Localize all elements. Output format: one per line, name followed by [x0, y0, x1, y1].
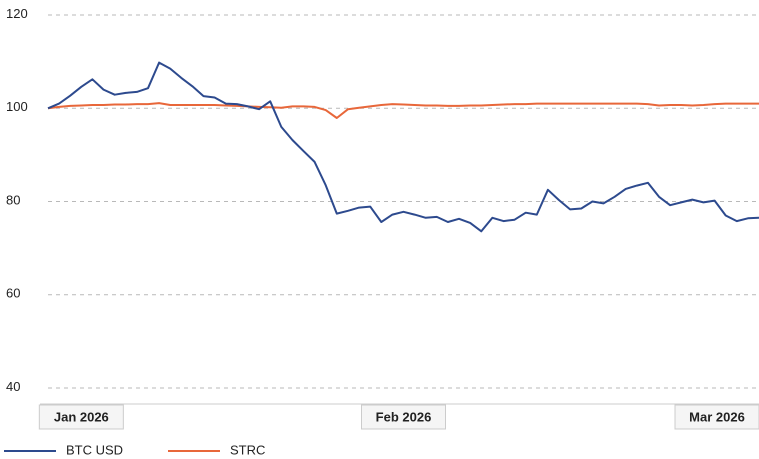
- x-tick-label: Mar 2026: [689, 409, 745, 424]
- y-tick-label: 120: [6, 6, 28, 21]
- x-tick-box: [674, 404, 759, 430]
- x-tick-box: [361, 404, 446, 430]
- y-tick-label: 60: [6, 286, 20, 301]
- series-line: [47, 61, 759, 233]
- y-tick-label: 100: [6, 99, 28, 114]
- y-tick-label: 80: [6, 192, 20, 207]
- legend-label: BTC USD: [66, 442, 123, 457]
- legend-label: STRC: [230, 442, 265, 457]
- x-tick-label: Jan 2026: [54, 409, 109, 424]
- x-tick-label: Feb 2026: [376, 409, 432, 424]
- x-tick-box: [38, 404, 124, 430]
- series-line: [47, 102, 759, 119]
- y-tick-label: 40: [6, 379, 20, 394]
